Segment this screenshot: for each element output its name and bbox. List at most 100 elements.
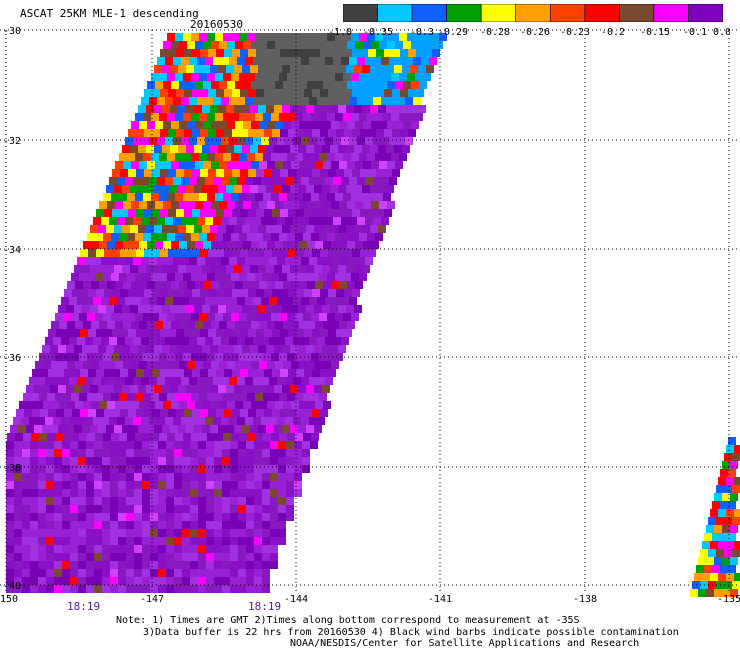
swath-cell bbox=[317, 57, 325, 65]
swath-cell bbox=[246, 441, 254, 449]
swath-cell bbox=[120, 369, 128, 377]
swath-cell bbox=[128, 409, 136, 417]
swath-cell bbox=[293, 257, 301, 265]
swath-cell bbox=[46, 497, 54, 505]
swath-cell bbox=[192, 409, 200, 417]
swath-cell bbox=[144, 169, 152, 177]
swath-cell bbox=[30, 569, 38, 577]
swath-cell bbox=[14, 545, 22, 553]
swath-cell bbox=[190, 457, 198, 465]
swath-cell bbox=[391, 73, 399, 81]
swath-cell bbox=[383, 73, 391, 81]
swath-cell bbox=[127, 433, 135, 441]
swath-cell bbox=[173, 177, 181, 185]
swath-cell bbox=[303, 313, 311, 321]
swath-cell bbox=[359, 233, 367, 241]
swath-cell bbox=[320, 369, 328, 377]
swath-cell bbox=[327, 353, 335, 361]
swath-cell bbox=[149, 137, 157, 145]
swath-cell bbox=[165, 217, 173, 225]
swath-cell bbox=[708, 549, 716, 557]
swath-cell bbox=[77, 297, 85, 305]
swath-cell bbox=[389, 177, 397, 185]
swath-cell bbox=[120, 329, 128, 337]
swath-cell bbox=[339, 81, 347, 89]
swath-cell bbox=[131, 401, 139, 409]
swath-cell bbox=[114, 225, 122, 233]
swath-cell bbox=[90, 345, 98, 353]
swath-cell bbox=[221, 377, 229, 385]
swath-cell bbox=[87, 313, 95, 321]
swath-cell bbox=[176, 169, 184, 177]
swath-cell bbox=[243, 401, 251, 409]
swath-cell bbox=[277, 377, 285, 385]
swath-cell bbox=[232, 369, 240, 377]
swath-cell bbox=[291, 361, 299, 369]
swath-cell bbox=[191, 273, 199, 281]
swath-cell bbox=[118, 537, 126, 545]
swath-cell bbox=[270, 497, 278, 505]
swath-cell bbox=[195, 321, 203, 329]
swath-cell bbox=[214, 577, 222, 585]
swath-cell bbox=[107, 321, 115, 329]
swath-cell bbox=[119, 193, 127, 201]
swath-cell bbox=[123, 241, 131, 249]
swath-cell bbox=[272, 329, 280, 337]
swath-cell bbox=[158, 569, 166, 577]
swath-cell bbox=[102, 473, 110, 481]
swath-cell bbox=[245, 337, 253, 345]
swath-cell bbox=[182, 537, 190, 545]
swath-cell bbox=[111, 313, 119, 321]
swath-cell bbox=[147, 361, 155, 369]
swath-cell bbox=[245, 377, 253, 385]
swath-cell bbox=[280, 329, 288, 337]
swath-cell bbox=[299, 81, 307, 89]
swath-cell bbox=[227, 81, 235, 89]
swath-cell bbox=[104, 409, 112, 417]
swath-cell bbox=[167, 433, 175, 441]
swath-cell bbox=[194, 185, 202, 193]
swath-cell bbox=[270, 521, 278, 529]
swath-cell bbox=[150, 489, 158, 497]
swath-cell bbox=[158, 449, 166, 457]
swath-cell bbox=[35, 401, 43, 409]
swath-cell bbox=[170, 225, 178, 233]
swath-cell bbox=[173, 297, 181, 305]
swath-cell bbox=[724, 549, 732, 557]
swath-cell bbox=[285, 97, 293, 105]
swath-cell bbox=[203, 361, 211, 369]
swath-cell bbox=[395, 81, 403, 89]
swath-cell bbox=[226, 225, 234, 233]
swath-cell bbox=[304, 209, 312, 217]
swath-cell bbox=[30, 481, 38, 489]
swath-cell bbox=[242, 65, 250, 73]
swath-cell bbox=[176, 249, 184, 257]
swath-cell bbox=[311, 33, 319, 41]
swath-cell bbox=[109, 217, 117, 225]
swath-cell bbox=[270, 505, 278, 513]
swath-cell bbox=[179, 81, 187, 89]
swath-cell bbox=[710, 573, 718, 581]
swath-cell bbox=[78, 505, 86, 513]
swath-cell bbox=[226, 425, 234, 433]
swath-cell bbox=[163, 161, 171, 169]
swath-cell bbox=[200, 409, 208, 417]
swath-cell bbox=[277, 97, 285, 105]
swath-cell bbox=[302, 457, 310, 465]
swath-cell bbox=[78, 465, 86, 473]
swath-cell bbox=[223, 433, 231, 441]
swath-cell bbox=[190, 505, 198, 513]
swath-cell bbox=[278, 449, 286, 457]
swath-cell bbox=[106, 225, 114, 233]
swath-cell bbox=[278, 481, 286, 489]
swath-cell bbox=[302, 449, 310, 457]
swath-cell bbox=[298, 305, 306, 313]
swath-cell bbox=[80, 369, 88, 377]
swath-cell bbox=[182, 497, 190, 505]
swath-cell bbox=[338, 65, 346, 73]
swath-cell bbox=[96, 289, 104, 297]
swath-cell bbox=[285, 337, 293, 345]
swath-cell bbox=[110, 449, 118, 457]
swath-cell bbox=[375, 73, 383, 81]
swath-cell bbox=[178, 425, 186, 433]
